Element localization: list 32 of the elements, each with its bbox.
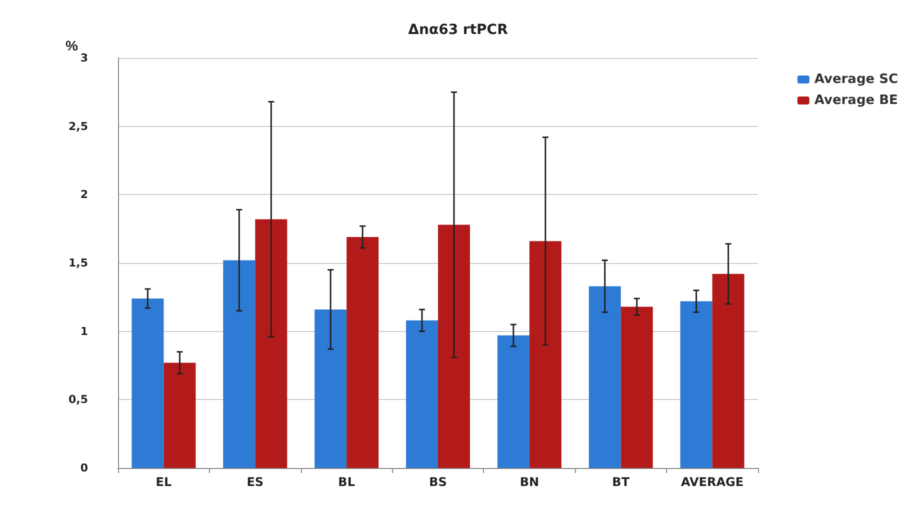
y-tick-label: 2	[80, 188, 88, 202]
bar	[497, 335, 530, 468]
bar	[223, 260, 256, 468]
y-tick-label: 1,5	[68, 256, 88, 270]
chart-title: Δnα63 rtPCR	[408, 22, 508, 38]
bar	[406, 320, 438, 468]
bar	[132, 298, 164, 468]
legend-label: Average SC	[814, 72, 898, 87]
x-tick-label: BS	[429, 475, 447, 489]
y-tick-label: 0,5	[68, 393, 88, 406]
x-tick-label: BN	[520, 475, 540, 489]
y-tick-label: 0	[80, 462, 88, 474]
bar	[529, 241, 562, 468]
bar	[164, 362, 196, 468]
y-tick-label: 2,5	[68, 120, 88, 133]
y-tick-label: 3	[80, 52, 88, 64]
y-tick-label: 1	[80, 324, 88, 338]
bar	[314, 309, 347, 468]
x-tick-label: AVERAGE	[681, 475, 744, 489]
x-tick-label: EL	[156, 475, 172, 489]
y-axis-title: %	[66, 38, 79, 54]
bar	[588, 286, 621, 468]
bar	[620, 306, 653, 468]
x-tick-label: ES	[246, 475, 264, 489]
x-tick-label: BL	[338, 475, 356, 489]
legend-label: Average BE	[814, 93, 898, 108]
bar	[680, 301, 712, 468]
bar	[438, 224, 470, 468]
x-tick-label: BT	[612, 475, 630, 489]
bar	[255, 219, 288, 468]
bar	[346, 237, 379, 468]
bar	[712, 274, 744, 468]
